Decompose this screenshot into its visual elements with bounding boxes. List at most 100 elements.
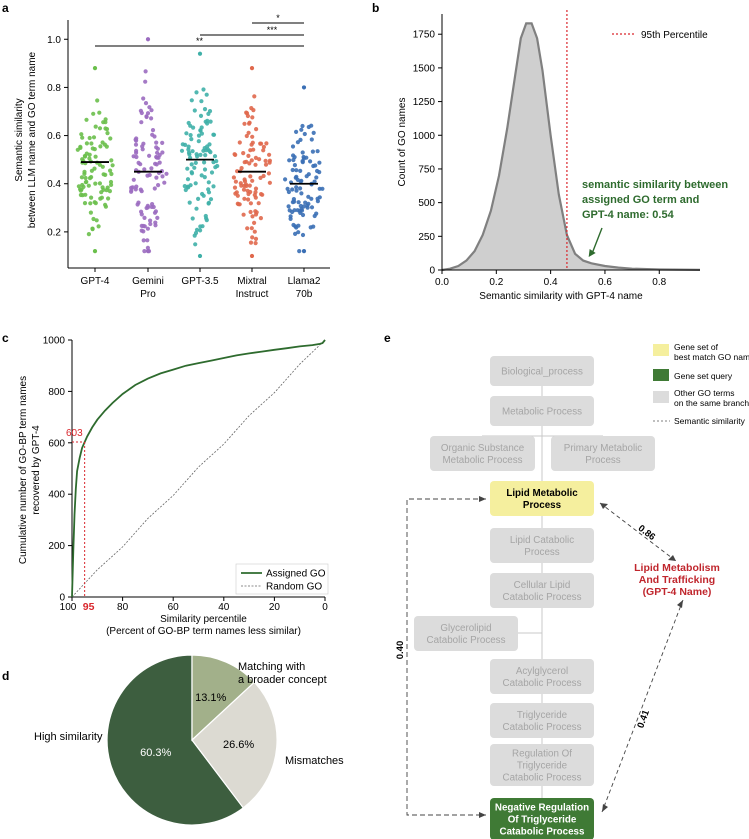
a-data-point [208, 150, 213, 155]
e-gpt-name: (GPT-4 Name) [643, 586, 712, 598]
a-data-point [250, 115, 255, 120]
a-data-point [153, 223, 158, 228]
c-marker-x-label: 95 [83, 601, 95, 613]
a-data-point [80, 135, 85, 140]
a-data-point [192, 165, 197, 170]
a-data-point [261, 173, 266, 179]
e-legend-swatch [653, 344, 669, 356]
a-data-point [81, 184, 86, 189]
a-data-point [90, 227, 95, 232]
a-data-point [193, 242, 198, 247]
e-node-text: Catabolic Process [503, 592, 582, 603]
b-y-tick-label: 1750 [413, 30, 436, 41]
a-data-point [107, 189, 112, 194]
a-data-point [295, 140, 300, 145]
a-data-point [80, 193, 85, 198]
a-data-point [144, 114, 149, 120]
e-node-text: Biological_process [501, 367, 583, 378]
b-x-tick-label: 0.4 [544, 277, 558, 288]
d-slice-pct-label: 26.6% [223, 739, 254, 751]
e-node-text: Of Triglyceride [508, 815, 577, 826]
a-data-point [84, 141, 89, 146]
a-x-tick-label: 70b [296, 289, 313, 300]
a-data-point [202, 160, 207, 165]
a-data-point [296, 230, 301, 235]
a-data-point [202, 175, 207, 180]
a-data-point [203, 148, 209, 153]
a-data-point [245, 113, 250, 119]
a-data-point [82, 201, 88, 206]
e-node-text: Metabolic Process [502, 407, 582, 418]
e-node-text: Cellular Lipid [514, 580, 571, 591]
e-gpt-name: Lipid Metabolism [634, 562, 720, 574]
b-x-axis-label: Semantic similarity with GPT-4 name [479, 291, 643, 302]
a-data-point [209, 170, 215, 175]
a-data-point [189, 162, 194, 167]
a-data-point [204, 92, 209, 97]
a-data-point [187, 200, 192, 205]
a-data-point [162, 180, 167, 185]
e-arrowhead [479, 496, 486, 502]
a-x-tick-label: Instruct [236, 289, 269, 300]
a-data-point [294, 185, 299, 190]
b-y-tick-label: 0 [429, 266, 435, 277]
a-data-point [211, 132, 216, 137]
a-x-tick-label: Llama2 [288, 276, 321, 287]
e-sim-link-left [406, 498, 486, 816]
e-node-text: Lipid Metabolic [506, 488, 578, 499]
a-data-point [320, 186, 325, 191]
a-data-point [283, 177, 288, 182]
a-data-point [86, 232, 91, 237]
a-data-point [140, 144, 145, 149]
a-data-point [247, 121, 252, 126]
a-data-point [188, 133, 193, 138]
a-data-point [139, 120, 144, 125]
a-data-point [252, 94, 257, 99]
a-data-point [203, 153, 208, 158]
e-arrowhead [600, 503, 608, 509]
b-y-tick-label: 1500 [413, 63, 436, 74]
a-data-point [108, 136, 113, 141]
a-data-point [95, 98, 100, 103]
a-data-point [250, 235, 255, 240]
c-y-tick-label: 400 [48, 490, 65, 501]
a-data-point [154, 140, 159, 145]
d-label-broader-concept: Matching with [238, 661, 305, 673]
a-data-point [80, 157, 85, 162]
a-data-point [241, 151, 246, 156]
e-node-text: Catabolic Process [503, 678, 582, 689]
e-node-text: Negative Regulation [495, 803, 589, 814]
a-data-point [201, 87, 206, 92]
a-data-point [184, 131, 189, 136]
a-data-point [245, 226, 250, 231]
a-data-point [98, 144, 103, 149]
c-assigned-go-line [71, 339, 326, 598]
e-legend-label: Gene set of [674, 342, 719, 352]
a-data-point [151, 204, 156, 210]
a-data-point [147, 153, 152, 158]
a-data-point [236, 202, 241, 207]
a-data-point [193, 160, 198, 165]
e-node-cellular [490, 573, 594, 608]
a-data-point [298, 168, 303, 173]
a-data-point [149, 166, 154, 171]
a-data-point [198, 113, 204, 118]
a-data-point [299, 178, 304, 183]
a-data-point [197, 253, 203, 259]
a-data-point [248, 201, 253, 206]
a-data-point [253, 195, 258, 200]
a-data-point [250, 178, 255, 183]
e-node-text: Catabolic Process [500, 827, 585, 838]
b-y-tick-label: 500 [418, 198, 435, 209]
b-y-tick-label: 1250 [413, 97, 436, 108]
a-data-point [306, 194, 311, 199]
a-data-point [299, 191, 304, 196]
c-y-tick-label: 0 [59, 593, 65, 604]
a-data-point [160, 140, 165, 145]
a-data-point [244, 183, 249, 189]
a-data-point [308, 159, 313, 164]
e-node-text: Catabolic Process [503, 773, 582, 784]
a-data-point [148, 221, 153, 227]
b-annotation-text: GPT-4 name: 0.54 [582, 209, 675, 221]
panel-label-a: a [2, 1, 9, 15]
